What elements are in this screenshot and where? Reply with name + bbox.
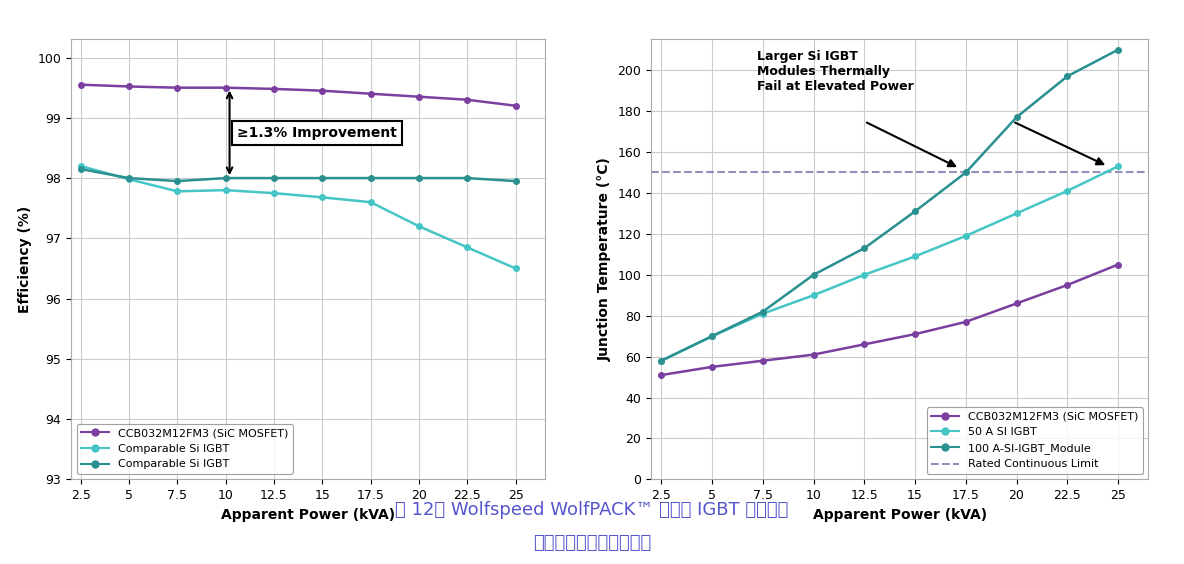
X-axis label: Apparent Power (kVA): Apparent Power (kVA) [220,508,395,522]
Text: Larger Si IGBT
Modules Thermally
Fail at Elevated Power: Larger Si IGBT Modules Thermally Fail at… [757,50,914,92]
Text: 在效率和热学方面的比较: 在效率和热学方面的比较 [533,534,651,552]
X-axis label: Apparent Power (kVA): Apparent Power (kVA) [812,508,987,522]
Legend: CCB032M12FM3 (SiC MOSFET), 50 A SI IGBT, 100 A-SI-IGBT_Module, Rated Continuous : CCB032M12FM3 (SiC MOSFET), 50 A SI IGBT,… [927,407,1143,474]
Text: 图 12： Wolfspeed WolfPACK™ 模块与 IGBT 解决方案: 图 12： Wolfspeed WolfPACK™ 模块与 IGBT 解决方案 [395,501,789,519]
Text: ≥1.3% Improvement: ≥1.3% Improvement [237,126,397,140]
Legend: CCB032M12FM3 (SiC MOSFET), Comparable Si IGBT, Comparable Si IGBT: CCB032M12FM3 (SiC MOSFET), Comparable Si… [77,424,292,474]
Y-axis label: Junction Temperature (°C): Junction Temperature (°C) [598,157,612,362]
Y-axis label: Efficiency (%): Efficiency (%) [18,206,32,313]
